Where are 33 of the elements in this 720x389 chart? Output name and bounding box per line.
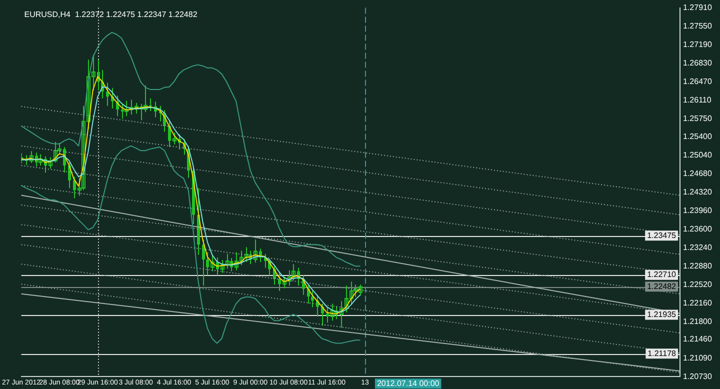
- y-tick-label: 1.24680: [683, 168, 712, 178]
- text: 2012.07.14 00:00: [376, 378, 440, 388]
- y-tick-label: 1.23600: [683, 224, 712, 234]
- y-tick-label: 1.26830: [683, 58, 712, 68]
- y-tick-label: 1.21090: [683, 353, 712, 362]
- y-tick-label: 1.22160: [683, 298, 712, 308]
- y-tick-label: 1.22880: [683, 261, 712, 270]
- y-tick-label: 1.24320: [683, 187, 712, 196]
- chart-title: EURUSD,H4 1.22372 1.22475 1.22347 1.22482: [24, 10, 198, 20]
- y-tick-label: 1.20730: [683, 372, 712, 381]
- ref-line-label: 1.22710: [647, 270, 677, 280]
- y-tick-label: 1.21800: [683, 316, 712, 326]
- y-tick-label: 1.25750: [683, 114, 712, 123]
- y-tick-label: 1.21460: [683, 334, 712, 344]
- y-tick-label: 1.26470: [683, 76, 712, 86]
- ref-line-label: 1.21178: [648, 348, 677, 358]
- candlestick: [311, 290, 314, 308]
- candlestick: [124, 100, 128, 117]
- y-tick-label: 1.26110: [683, 95, 712, 104]
- candlestick: [54, 141, 58, 163]
- ref-line-label: 1.22482: [647, 282, 677, 291]
- y-tick-label: 1.25400: [683, 132, 712, 141]
- y-tick-label: 1.27190: [683, 40, 712, 49]
- y-tick-label: 1.25040: [683, 150, 712, 160]
- y-tick-label: 1.22520: [683, 280, 712, 289]
- y-tick-label: 1.27910: [683, 3, 712, 12]
- y-tick-label: 1.27550: [683, 21, 712, 30]
- y-tick-label: 1.23960: [683, 206, 712, 215]
- candlestick: [226, 253, 230, 270]
- y-tick-label: 1.23240: [683, 242, 712, 252]
- candlestick: [202, 238, 205, 286]
- ref-line-label: 1.21935: [647, 310, 677, 319]
- ref-line-label: 1.23475: [647, 230, 677, 240]
